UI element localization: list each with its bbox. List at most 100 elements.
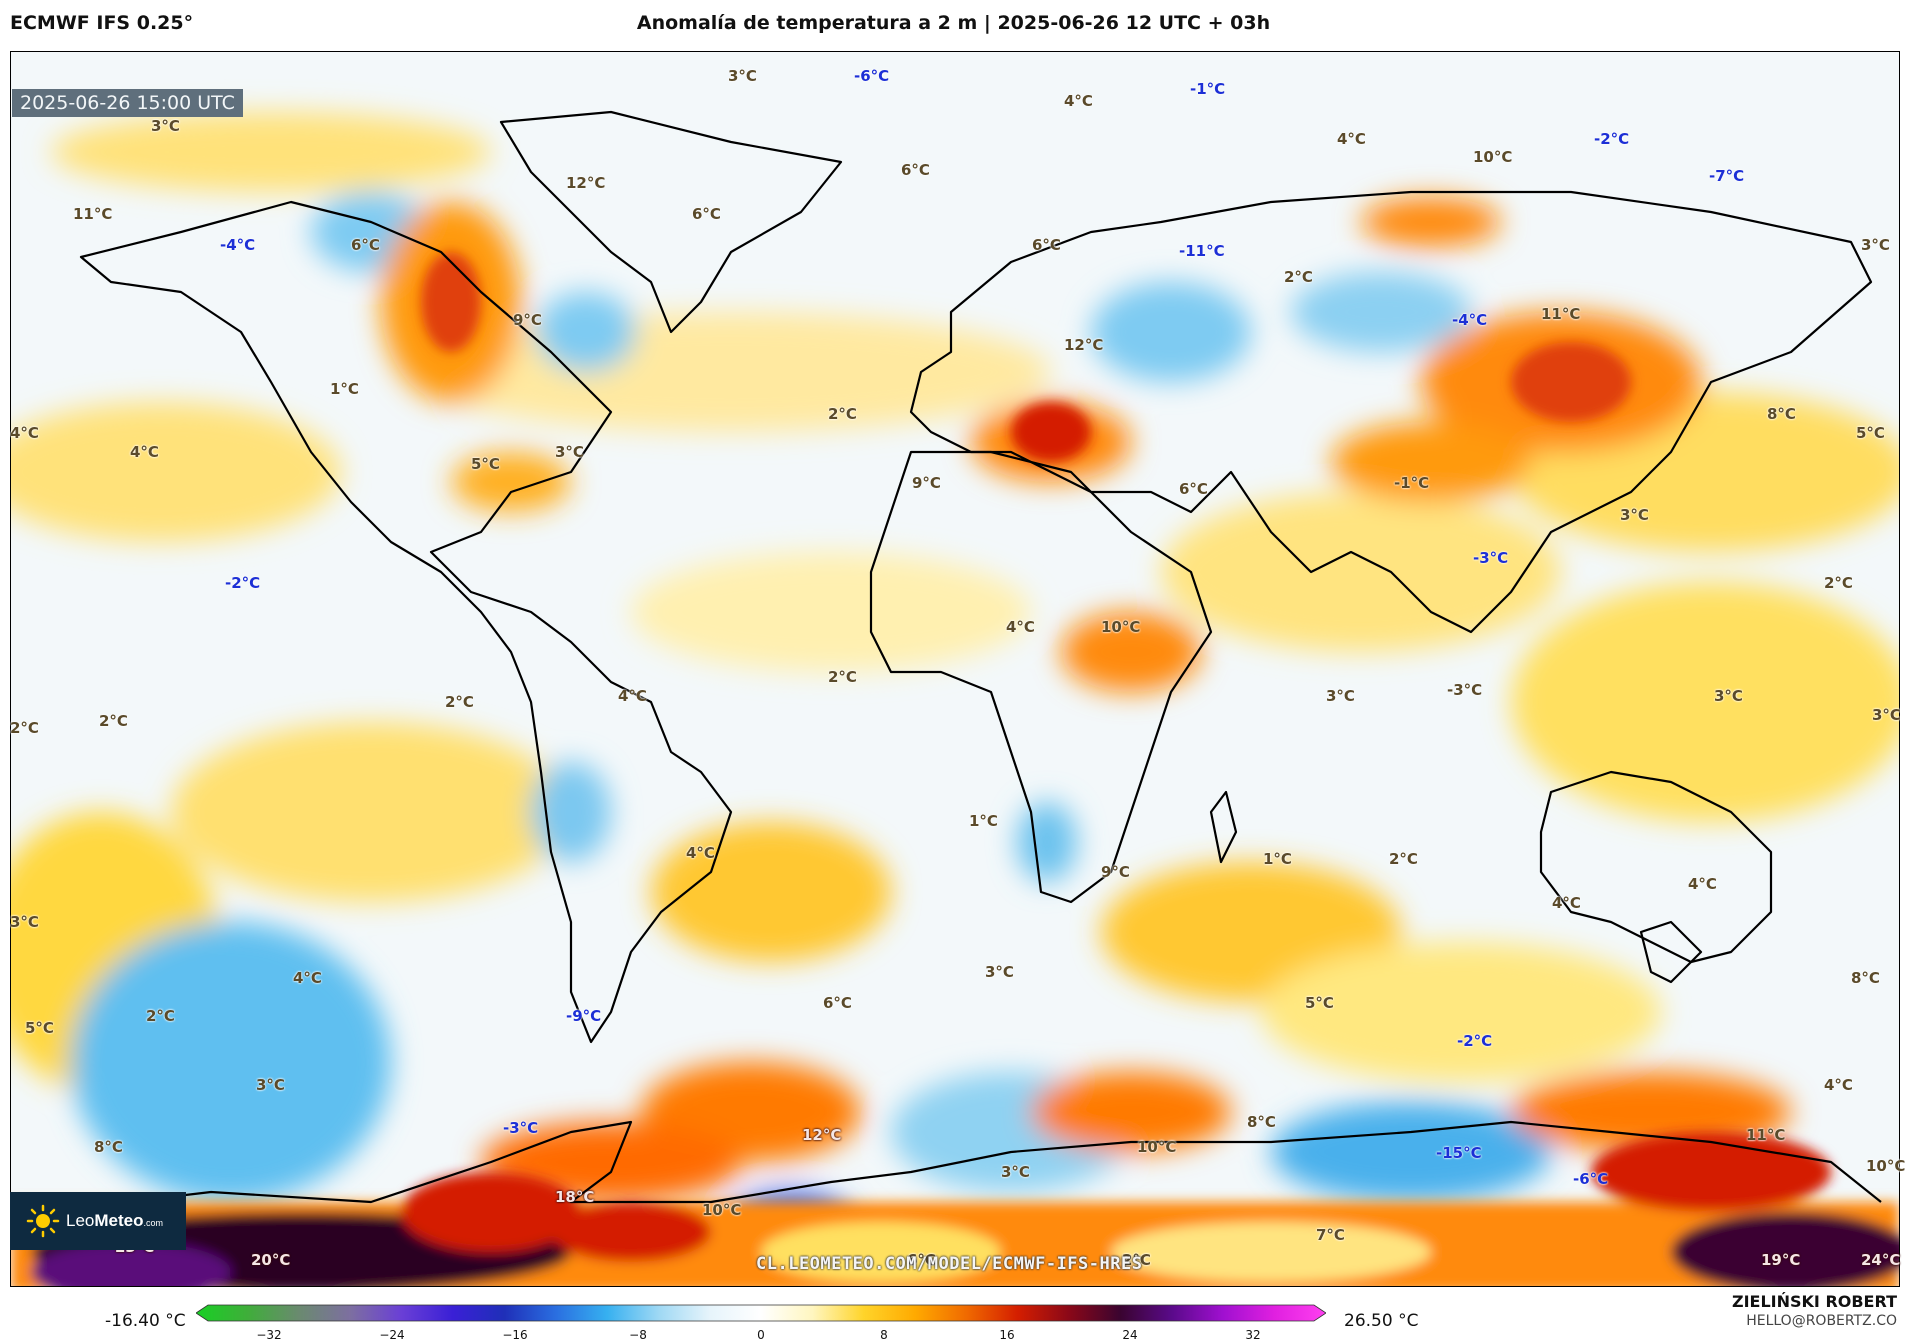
temperature-label: -3°C bbox=[503, 1119, 539, 1137]
temperature-label: 4°C bbox=[686, 844, 715, 862]
temperature-label: -9°C bbox=[566, 1007, 602, 1025]
temperature-label: 3°C bbox=[1620, 506, 1649, 524]
temperature-label: 12°C bbox=[1064, 336, 1104, 354]
temperature-label: 2°C bbox=[1284, 268, 1313, 286]
temperature-label: 24°C bbox=[1861, 1251, 1901, 1269]
temperature-label: 10°C bbox=[1866, 1157, 1906, 1175]
temperature-label: 2°C bbox=[99, 712, 128, 730]
colorbar-tick-label: 24 bbox=[1122, 1328, 1138, 1342]
colorbar-tick-label: −16 bbox=[502, 1328, 528, 1342]
temperature-label: 6°C bbox=[1032, 236, 1061, 254]
temperature-label: 5°C bbox=[1856, 424, 1885, 442]
temperature-label: 2°C bbox=[10, 719, 39, 737]
map-title: Anomalía de temperatura a 2 m | 2025-06-… bbox=[636, 12, 1271, 34]
temperature-label: 10°C bbox=[1137, 1138, 1177, 1156]
colorbar-tick-label: 32 bbox=[1245, 1328, 1261, 1342]
anomaly-field bbox=[11, 112, 1899, 1252]
temperature-label: 3°C bbox=[1001, 1163, 1030, 1181]
temperature-label: 3°C bbox=[10, 913, 39, 931]
leometeo-logo[interactable]: LeoMeteo.com bbox=[10, 1192, 186, 1250]
temperature-label: 2°C bbox=[1824, 574, 1853, 592]
colorbar-min-label: -16.40 °C bbox=[105, 1311, 186, 1331]
temperature-label: 11°C bbox=[1541, 305, 1581, 323]
colorbar-tick-label: −32 bbox=[256, 1328, 282, 1342]
temperature-label: 4°C bbox=[1688, 875, 1717, 893]
author-email[interactable]: HELLO@ROBERTZ.CO bbox=[1746, 1313, 1897, 1329]
temperature-label: 20°C bbox=[251, 1251, 291, 1269]
temperature-label: 8°C bbox=[1767, 405, 1796, 423]
temperature-label: 4°C bbox=[1824, 1076, 1853, 1094]
temperature-label: -11°C bbox=[1179, 242, 1225, 260]
temperature-label: 3°C bbox=[1872, 706, 1901, 724]
temperature-label: 4°C bbox=[293, 969, 322, 987]
temperature-label: 11°C bbox=[1746, 1126, 1786, 1144]
temperature-label: 3°C bbox=[728, 67, 757, 85]
temperature-label: 6°C bbox=[907, 1251, 936, 1269]
temperature-label: 3°C bbox=[985, 963, 1014, 981]
temperature-label: 10°C bbox=[702, 1201, 742, 1219]
colorbar-tick-label: 16 bbox=[999, 1328, 1015, 1342]
valid-time-badge: 2025-06-26 15:00 UTC bbox=[12, 89, 243, 117]
temperature-label: 3°C bbox=[256, 1076, 285, 1094]
temperature-label: 3°C bbox=[1326, 687, 1355, 705]
temperature-label: 3°C bbox=[1714, 687, 1743, 705]
temperature-label: 11°C bbox=[73, 205, 113, 223]
temperature-label: 1°C bbox=[330, 380, 359, 398]
colorbar-tick-label: −8 bbox=[629, 1328, 647, 1342]
temperature-label: 4°C bbox=[1064, 92, 1093, 110]
temperature-label: 4°C bbox=[1006, 618, 1035, 636]
temperature-label: -7°C bbox=[1709, 167, 1745, 185]
temperature-label: -2°C bbox=[1457, 1032, 1493, 1050]
temperature-label: 6°C bbox=[1179, 480, 1208, 498]
colorbar-max-label: 26.50 °C bbox=[1344, 1311, 1419, 1331]
temperature-label: 6°C bbox=[351, 236, 380, 254]
temperature-label: 4°C bbox=[130, 443, 159, 461]
temperature-label: 10°C bbox=[1473, 148, 1513, 166]
temperature-label: 4°C bbox=[1337, 130, 1366, 148]
temperature-label: 2°C bbox=[1389, 850, 1418, 868]
temperature-label: -1°C bbox=[1190, 80, 1226, 98]
temperature-label: 5°C bbox=[1305, 994, 1334, 1012]
colorbar bbox=[196, 1304, 1326, 1322]
temperature-label: 8°C bbox=[1247, 1113, 1276, 1131]
temperature-label: 2°C bbox=[828, 668, 857, 686]
author-name: ZIELIŃSKI ROBERT bbox=[1731, 1292, 1897, 1311]
temperature-label: 4°C bbox=[1552, 894, 1581, 912]
temperature-label: -15°C bbox=[1436, 1144, 1482, 1162]
temperature-label: -2°C bbox=[1594, 130, 1630, 148]
temperature-label: 18°C bbox=[555, 1188, 595, 1206]
temperature-label: 12°C bbox=[566, 174, 606, 192]
temperature-label: -4°C bbox=[220, 236, 256, 254]
temperature-label: 9°C bbox=[912, 474, 941, 492]
anomaly-extremes bbox=[11, 252, 1899, 1286]
temperature-label: -3°C bbox=[1447, 681, 1483, 699]
temperature-label: 1°C bbox=[1263, 850, 1292, 868]
temperature-label: 7°C bbox=[1316, 1226, 1345, 1244]
temperature-label: 3°C bbox=[555, 443, 584, 461]
source-url[interactable]: CL.LEOMETEO.COM/MODEL/ECMWF-IFS-HRES bbox=[756, 1254, 1143, 1274]
temperature-label: 3°C bbox=[1861, 236, 1890, 254]
temperature-label: 10°C bbox=[1101, 618, 1141, 636]
temperature-label: 8°C bbox=[1851, 969, 1880, 987]
temperature-label: -2°C bbox=[225, 574, 261, 592]
anomaly-map bbox=[10, 51, 1900, 1287]
map-field-svg bbox=[11, 52, 1899, 1286]
temperature-label: 2°C bbox=[828, 405, 857, 423]
temperature-label: -6°C bbox=[1573, 1170, 1609, 1188]
model-label: ECMWF IFS 0.25° bbox=[10, 12, 194, 34]
temperature-label: 3°C bbox=[151, 117, 180, 135]
temperature-label: 6°C bbox=[692, 205, 721, 223]
temperature-label: -6°C bbox=[854, 67, 890, 85]
author-credit: ZIELIŃSKI ROBERT HELLO@ROBERTZ.CO bbox=[1732, 1292, 1897, 1329]
temperature-label: -3°C bbox=[1473, 549, 1509, 567]
colorbar-tick-label: 0 bbox=[757, 1328, 765, 1342]
temperature-label: -1°C bbox=[1394, 474, 1430, 492]
temperature-label: 2°C bbox=[445, 693, 474, 711]
coastlines bbox=[40, 110, 1882, 1214]
temperature-label: 8°C bbox=[94, 1138, 123, 1156]
temperature-label: 4°C bbox=[618, 687, 647, 705]
temperature-label: 9°C bbox=[1101, 863, 1130, 881]
temperature-label: -4°C bbox=[1452, 311, 1488, 329]
temperature-label: 5°C bbox=[25, 1019, 54, 1037]
temperature-label: 5°C bbox=[471, 455, 500, 473]
